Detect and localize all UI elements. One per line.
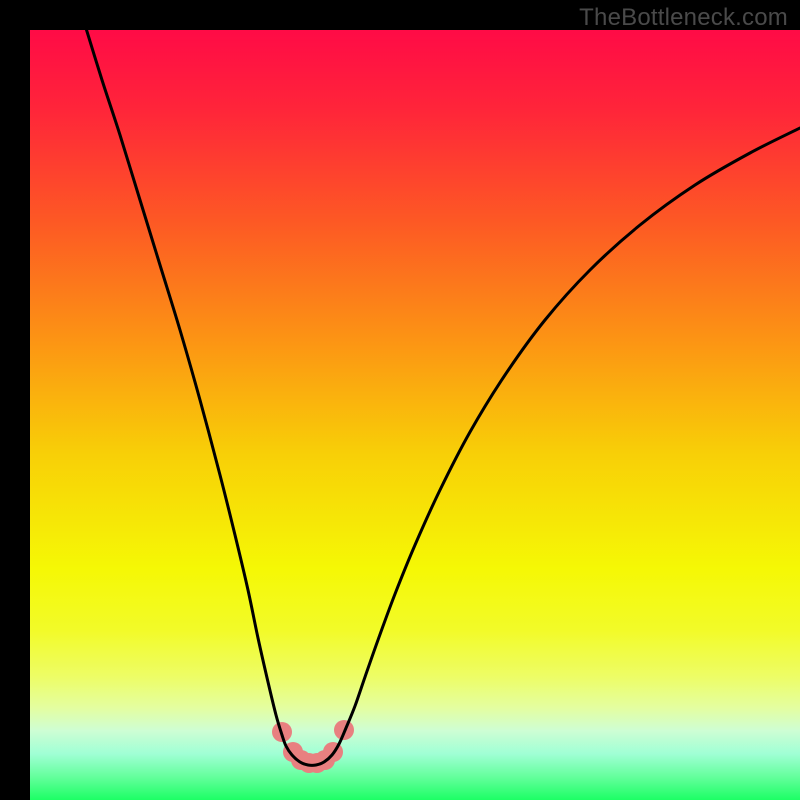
chart-background <box>30 30 800 800</box>
chart-container <box>30 30 800 800</box>
chart-svg <box>30 30 800 800</box>
watermark-text: TheBottleneck.com <box>579 4 788 32</box>
